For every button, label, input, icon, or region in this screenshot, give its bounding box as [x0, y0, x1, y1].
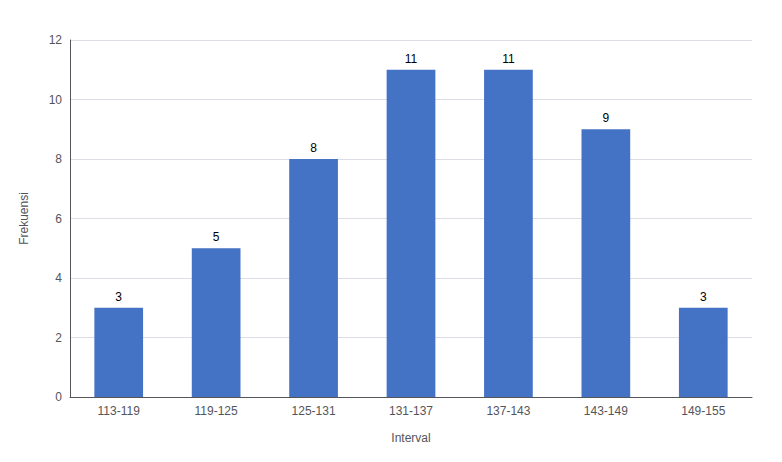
svg-text:143-149: 143-149 — [584, 404, 628, 418]
svg-text:10: 10 — [49, 93, 63, 107]
svg-text:9: 9 — [603, 111, 610, 125]
svg-text:Interval: Interval — [391, 431, 430, 445]
svg-text:0: 0 — [55, 390, 62, 404]
svg-text:11: 11 — [502, 52, 515, 66]
svg-text:4: 4 — [55, 271, 62, 285]
svg-text:131-137: 131-137 — [389, 404, 433, 418]
svg-text:Frekuensi: Frekuensi — [17, 192, 31, 245]
svg-text:12: 12 — [49, 33, 63, 47]
svg-text:5: 5 — [213, 230, 220, 244]
svg-text:8: 8 — [55, 152, 62, 166]
svg-text:137-143: 137-143 — [486, 404, 530, 418]
svg-text:6: 6 — [55, 212, 62, 226]
svg-text:119-125: 119-125 — [195, 404, 238, 418]
svg-text:3: 3 — [115, 290, 122, 304]
svg-text:149-155: 149-155 — [681, 404, 725, 418]
svg-text:3: 3 — [700, 290, 707, 304]
svg-text:8: 8 — [310, 141, 317, 155]
svg-text:11: 11 — [405, 52, 418, 66]
svg-text:2: 2 — [55, 331, 62, 345]
svg-text:125-131: 125-131 — [292, 404, 336, 418]
svg-text:113-119: 113-119 — [98, 404, 141, 418]
